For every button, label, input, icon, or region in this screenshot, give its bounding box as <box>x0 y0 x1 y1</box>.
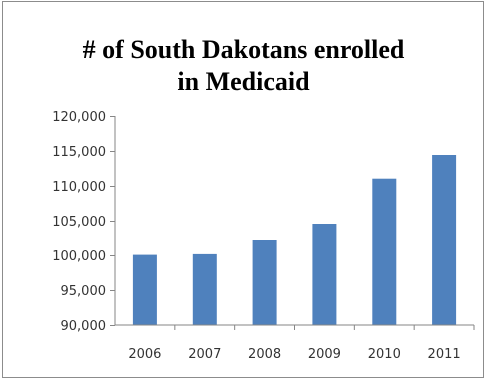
bars <box>133 155 456 325</box>
bar-2007 <box>193 254 217 325</box>
x-tick-label: 2008 <box>248 347 281 362</box>
bar-2010 <box>372 179 396 325</box>
bar-2009 <box>312 224 336 325</box>
y-tick-label: 110,000 <box>52 180 106 195</box>
x-tick-label: 2006 <box>128 347 161 362</box>
x-axis-labels: 2006 2007 2008 2009 2010 2011 <box>128 347 460 362</box>
y-tick-label: 95,000 <box>61 284 107 299</box>
y-tick-label: 115,000 <box>52 145 106 160</box>
x-tick-label: 2009 <box>308 347 341 362</box>
x-tick-label: 2010 <box>368 347 401 362</box>
x-tick-label: 2007 <box>188 347 221 362</box>
x-tick-label: 2011 <box>428 347 461 362</box>
bar-2006 <box>133 255 157 325</box>
bar-2011 <box>432 155 456 325</box>
y-axis-ticks <box>110 117 474 331</box>
y-tick-label: 100,000 <box>52 249 106 264</box>
y-axis-labels: 90,000 95,000 100,000 105,000 110,000 115,000… <box>52 110 106 334</box>
y-tick-label: 120,000 <box>52 110 106 125</box>
bar-2008 <box>253 240 277 325</box>
y-tick-label: 105,000 <box>52 215 106 230</box>
y-tick-label: 90,000 <box>61 319 107 334</box>
